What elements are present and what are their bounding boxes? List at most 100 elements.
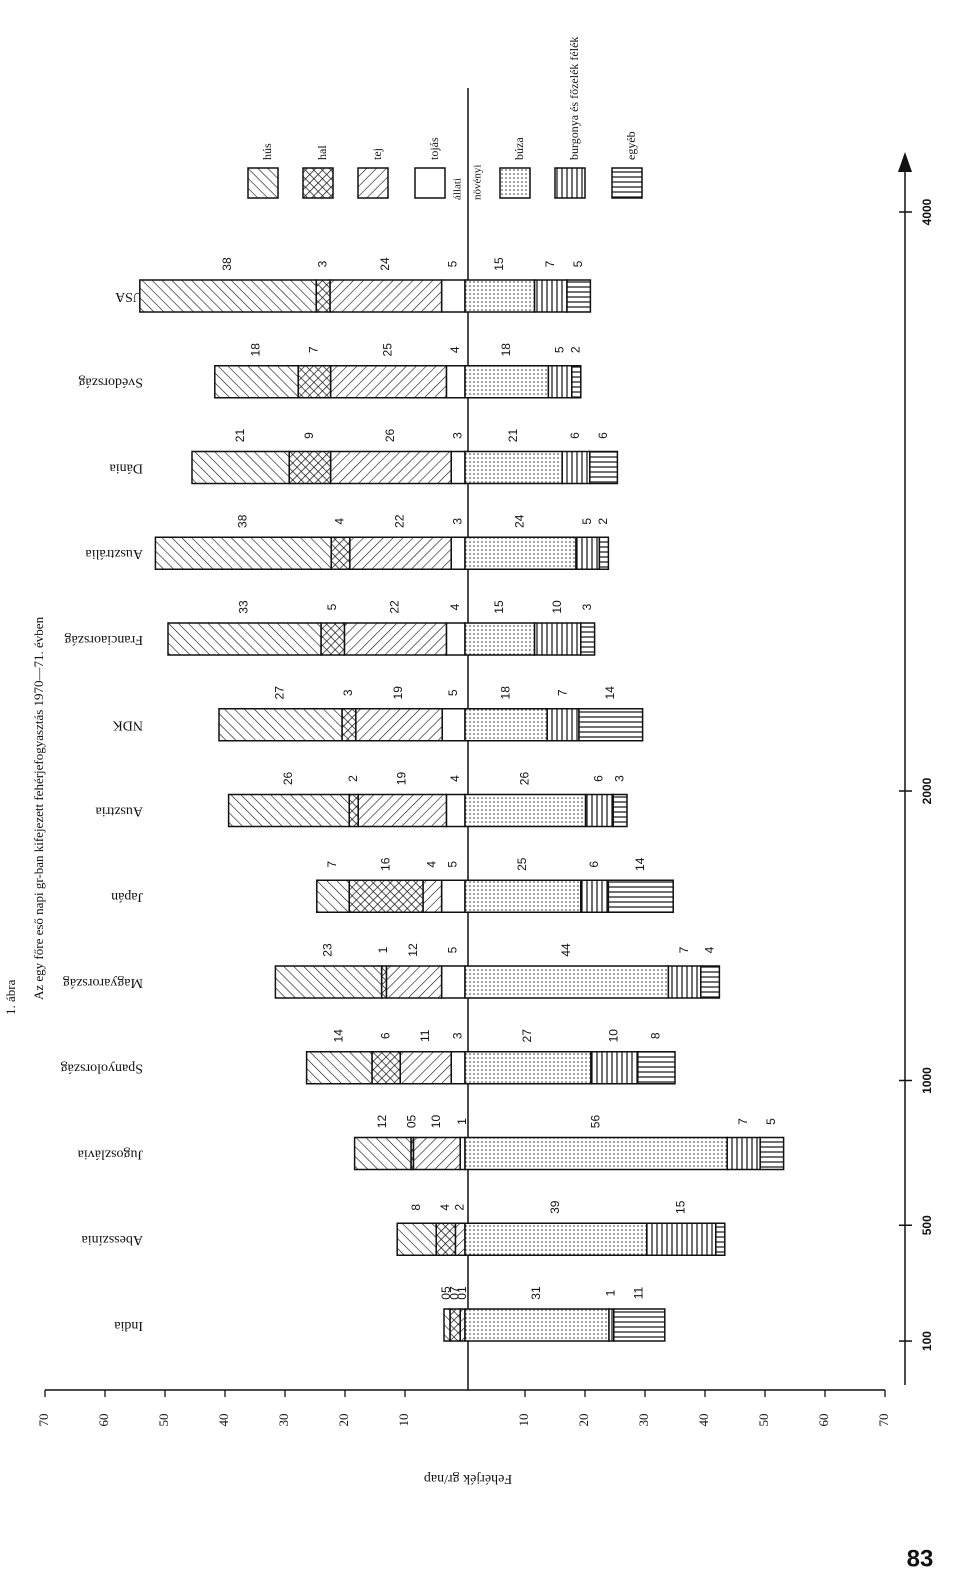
share-label: 3 (612, 775, 626, 782)
bar-segment (349, 536, 452, 570)
bar-segment (726, 1136, 761, 1171)
bar-segment (700, 965, 721, 999)
category-label: USA (114, 289, 143, 304)
legend-swatch (554, 167, 586, 199)
group-label: növényi (472, 165, 484, 200)
x-tick-label: 10 (516, 1414, 531, 1427)
legend-swatch (499, 167, 531, 199)
bar-segment (547, 365, 573, 399)
bar-segment (464, 622, 536, 656)
share-label: 5 (764, 1118, 778, 1125)
share-label: 14 (603, 686, 617, 700)
bar-segment (297, 365, 332, 399)
bar-segment (329, 365, 448, 399)
share-label: 31 (529, 1286, 543, 1300)
bar-segment (637, 1051, 676, 1085)
x-tick-label: 70 (36, 1414, 51, 1427)
share-label: 8 (649, 1032, 663, 1039)
bar-segment (464, 279, 536, 313)
share-label: 7 (736, 1118, 750, 1125)
category-label: NDK (113, 718, 143, 733)
bar-segment (759, 1136, 785, 1171)
category-label: Japán (111, 889, 143, 904)
share-label: 44 (559, 943, 573, 957)
bar-segment (533, 622, 582, 656)
bar-segment (464, 536, 577, 570)
share-label: 3 (450, 518, 464, 525)
share-label: 5 (571, 260, 585, 267)
share-label: 11 (418, 1029, 432, 1042)
share-label: 1 (604, 1289, 618, 1296)
bar-segment (464, 1051, 592, 1085)
bar-segment (343, 622, 448, 656)
share-label: 4 (448, 346, 462, 353)
legend-label: burgonya és főzelék félék (567, 37, 581, 160)
share-label: 05 (439, 1286, 453, 1300)
share-label: 7 (677, 946, 691, 953)
chart-subtitle: Az egy főre eső napi gr-ban kifejezett f… (31, 616, 46, 1000)
share-label: 24 (378, 257, 392, 271)
share-label: 01 (455, 1286, 469, 1300)
share-label: 15 (492, 257, 506, 271)
bar-segment (667, 965, 702, 999)
bar-segment (575, 536, 601, 570)
bar-segment (449, 1308, 461, 1342)
share-label: 2 (452, 1204, 466, 1211)
share-label: 15 (673, 1200, 687, 1214)
bar-segment (353, 1136, 412, 1171)
share-label: 4 (424, 861, 438, 868)
share-label: 4 (448, 775, 462, 782)
page-number: 83 (907, 1545, 934, 1572)
bar-segment (533, 279, 568, 313)
share-label: 26 (517, 772, 531, 786)
bar-segment (445, 793, 466, 828)
share-label: 18 (249, 343, 263, 357)
share-label: 12 (406, 943, 420, 957)
share-label: 22 (388, 600, 402, 614)
legend-swatch (414, 167, 446, 199)
share-label: 16 (378, 857, 392, 871)
bar-segment (715, 1222, 726, 1256)
share-label: 10 (550, 600, 564, 614)
bar-segment (450, 1051, 466, 1085)
share-label: 2 (596, 518, 610, 525)
bar-segment (464, 793, 587, 828)
share-label: 27 (273, 686, 287, 700)
bar-segment (450, 450, 466, 485)
legend-label: egyéb (624, 131, 638, 160)
share-label: 11 (631, 1286, 645, 1299)
share-label: 7 (307, 346, 321, 353)
category-label: Ausztria (95, 803, 143, 818)
bar-segment (445, 365, 466, 399)
y2-tick-label: 100 (920, 1331, 934, 1351)
category-label: Spanyolország (61, 1061, 143, 1076)
share-label: 3 (341, 689, 355, 696)
bar-segment (218, 708, 343, 742)
share-label: 19 (394, 772, 408, 786)
bar-segment (464, 450, 563, 485)
x-tick-label: 60 (96, 1414, 111, 1427)
bar-segment (607, 879, 674, 913)
share-label: 38 (220, 257, 234, 271)
share-label: 19 (391, 686, 405, 700)
bar-segment (441, 708, 466, 742)
bar-segment (571, 365, 582, 399)
share-label: 3 (315, 260, 329, 267)
share-label: 10 (607, 1029, 621, 1043)
bar-segment (464, 1222, 648, 1256)
share-label: 23 (321, 943, 335, 957)
x-tick-label: 40 (216, 1414, 231, 1427)
category-label: Abesszínia (81, 1232, 143, 1247)
bar-segment (329, 450, 452, 485)
bar-segment (315, 279, 331, 313)
bar-segment (612, 793, 628, 828)
bar-segment (546, 708, 580, 742)
bar-segment (464, 365, 550, 399)
category-label: Franciaország (64, 632, 143, 647)
category-label: Ausztrália (85, 546, 143, 561)
share-label: 5 (446, 689, 460, 696)
share-label: 3 (450, 1032, 464, 1039)
share-label: 56 (588, 1115, 602, 1129)
bar-segment (214, 365, 299, 399)
